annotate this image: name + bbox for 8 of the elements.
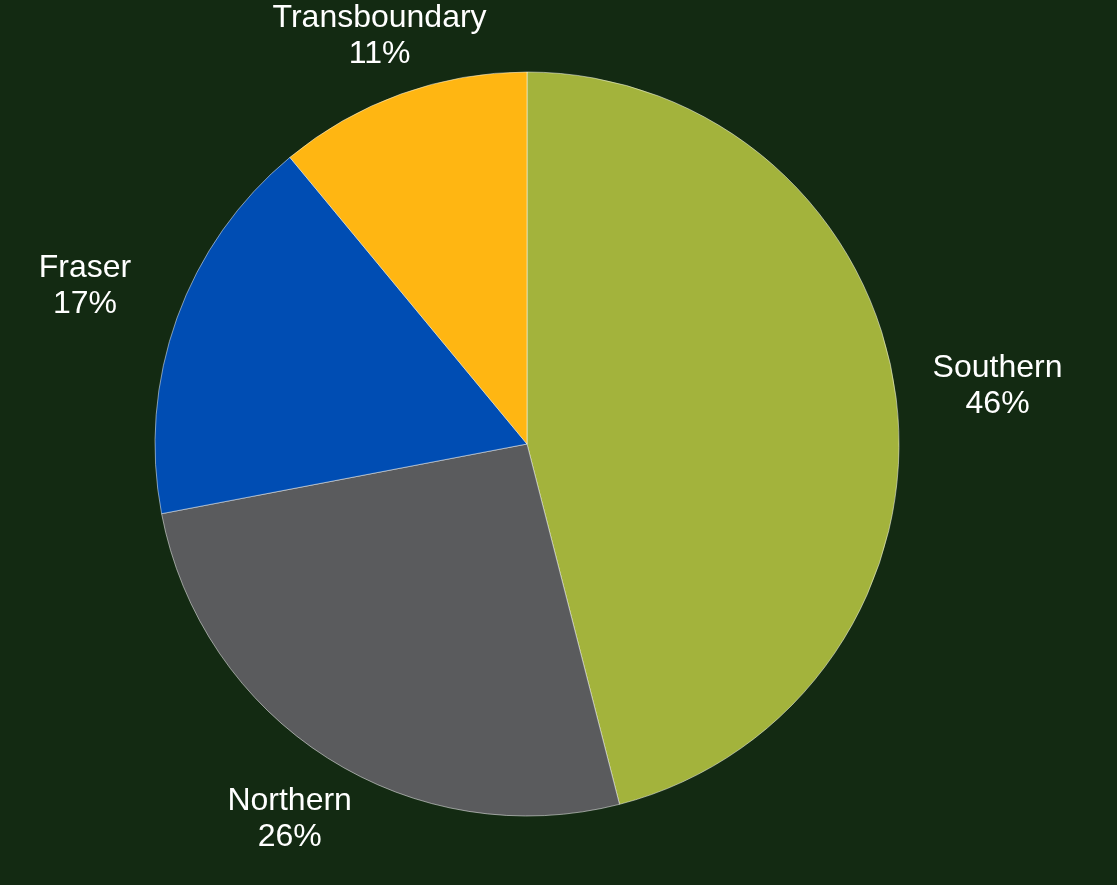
data-label: 26%	[257, 816, 322, 853]
data-label: 46%	[965, 383, 1030, 420]
slice-label: Northern	[227, 780, 352, 817]
slice-label: Southern	[932, 347, 1063, 384]
data-label: 11%	[348, 33, 411, 70]
slice-label: Fraser	[38, 247, 132, 284]
slice-label: Transboundary	[272, 0, 487, 34]
data-label: 17%	[52, 283, 117, 320]
